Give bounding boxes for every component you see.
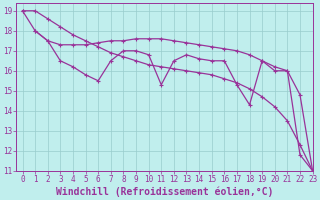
X-axis label: Windchill (Refroidissement éolien,°C): Windchill (Refroidissement éolien,°C) — [56, 187, 273, 197]
